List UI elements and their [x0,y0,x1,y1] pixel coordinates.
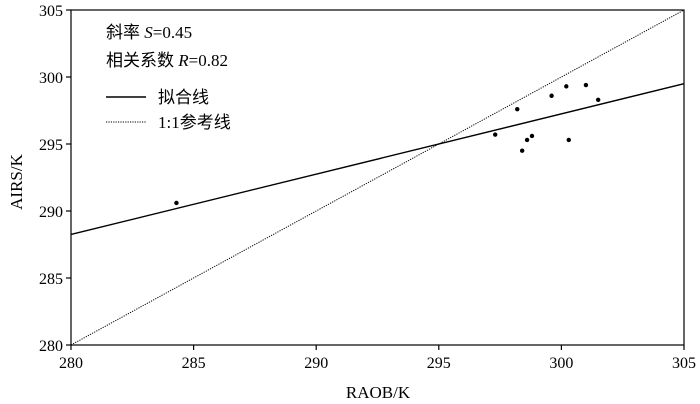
x-tick-label: 290 [304,355,328,372]
y-tick-label: 290 [39,204,63,221]
x-tick-label: 300 [549,355,573,372]
legend-fit-label: 拟合线 [158,88,209,107]
data-point [529,133,535,139]
data-point [595,97,601,102]
x-axis-ticks: 280 285 290 295 300 305 [59,345,696,372]
data-point [515,106,520,112]
data-point [566,137,571,143]
legend-reference-label: 1:1参考线 [158,113,231,132]
data-point [583,82,589,88]
data-point [174,200,179,206]
data-point [564,84,569,89]
slope-annotation: 斜率 S=0.45 [106,23,192,42]
x-axis-label: RAOB/K [346,383,411,402]
x-tick-label: 305 [672,355,696,372]
data-point [549,93,554,98]
data-point [524,137,530,143]
y-tick-label: 280 [39,338,63,355]
y-axis-label: AIRS/K [7,153,26,209]
x-tick-label: 285 [182,355,206,372]
y-axis-ticks: 280 285 290 295 300 305 [39,3,71,355]
x-tick-label: 295 [427,355,451,372]
data-point [492,132,498,137]
data-points [174,82,601,206]
correlation-annotation: 相关系数 R=0.82 [106,51,228,70]
data-point [519,148,525,153]
fit-line [70,83,685,236]
plot-frame [70,9,685,346]
x-tick-label: 280 [59,355,83,372]
y-tick-label: 305 [39,3,63,20]
y-tick-label: 295 [39,137,63,154]
y-tick-label: 285 [39,271,63,288]
fit-line-layer [70,83,685,236]
y-tick-label: 300 [39,70,63,87]
